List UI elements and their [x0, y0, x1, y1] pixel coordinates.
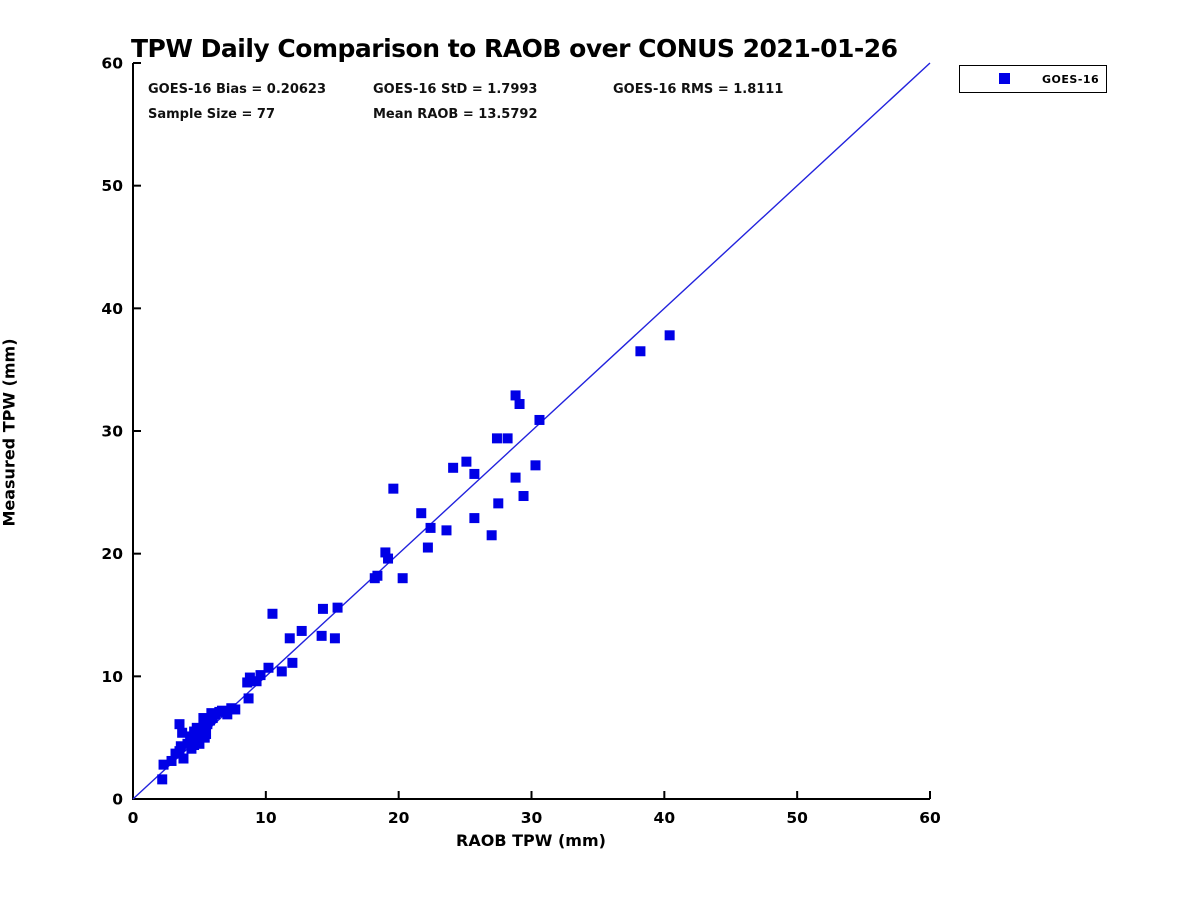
data-point — [514, 399, 525, 410]
data-point — [510, 472, 521, 483]
data-point — [244, 672, 255, 683]
data-point — [534, 414, 545, 425]
data-point — [296, 625, 307, 636]
x-tick-label: 20 — [388, 809, 410, 827]
data-point — [284, 633, 295, 644]
y-tick-label: 50 — [101, 177, 123, 195]
y-tick-label: 0 — [112, 791, 123, 809]
data-point — [372, 570, 383, 581]
x-tick-label: 40 — [654, 809, 676, 827]
data-point — [267, 608, 278, 619]
data-point — [329, 633, 340, 644]
data-point — [157, 774, 168, 785]
data-point — [635, 346, 646, 357]
legend-label: GOES-16 — [1042, 73, 1100, 86]
data-point — [251, 676, 262, 687]
data-point — [493, 498, 504, 509]
data-point — [174, 719, 185, 730]
y-axis-label: Measured TPW (mm) — [0, 338, 19, 527]
x-axis-label: RAOB TPW (mm) — [456, 831, 606, 850]
series-goes-16 — [157, 330, 675, 785]
data-point — [216, 705, 227, 716]
data-point — [469, 513, 480, 524]
y-tick-label: 40 — [101, 300, 123, 318]
data-point — [177, 727, 188, 738]
data-point — [317, 603, 328, 614]
data-point — [448, 462, 459, 473]
legend-box: GOES-16 — [959, 65, 1107, 93]
identity-line — [132, 62, 931, 800]
data-point — [198, 713, 209, 724]
stat-sample-size: Sample Size = 77 — [148, 107, 276, 122]
tick-marks — [132, 62, 931, 800]
data-point — [255, 670, 266, 681]
data-point — [486, 530, 497, 541]
data-point — [425, 522, 436, 533]
data-point — [194, 738, 205, 749]
data-point — [383, 553, 394, 564]
data-point — [491, 433, 502, 444]
data-point — [502, 433, 513, 444]
data-point — [441, 525, 452, 536]
data-point — [175, 741, 186, 752]
data-point — [187, 735, 198, 746]
data-point — [422, 542, 433, 553]
y-tick-label: 10 — [101, 668, 123, 686]
data-point — [332, 602, 343, 613]
x-tick-label: 30 — [521, 809, 543, 827]
data-point — [316, 630, 327, 641]
data-point — [263, 662, 274, 673]
stat-std: GOES-16 StD = 1.7993 — [373, 82, 538, 97]
data-point — [230, 704, 241, 715]
data-point — [380, 547, 391, 558]
tick-labels: 0 10 20 30 40 50 60 0 10 20 30 40 50 60 — [101, 55, 941, 828]
data-point — [530, 460, 541, 471]
x-tick-label: 50 — [786, 809, 808, 827]
chart-title: TPW Daily Comparison to RAOB over CONUS … — [131, 34, 898, 63]
y-tick-label: 20 — [101, 545, 123, 563]
x-tick-label: 0 — [128, 809, 139, 827]
data-point — [461, 456, 472, 467]
data-point — [166, 755, 177, 766]
data-point — [397, 573, 408, 584]
data-point — [518, 491, 529, 502]
stat-mean-raob: Mean RAOB = 13.5792 — [373, 107, 538, 122]
data-point — [201, 728, 212, 739]
data-point — [388, 483, 399, 494]
data-point — [222, 709, 233, 720]
x-tick-label: 60 — [919, 809, 941, 827]
stat-bias: GOES-16 Bias = 0.20623 — [148, 82, 327, 97]
data-point — [158, 759, 169, 770]
data-point — [469, 468, 480, 479]
x-tick-label: 10 — [255, 809, 277, 827]
data-point — [195, 725, 206, 736]
data-point — [510, 390, 521, 401]
data-point — [276, 666, 287, 677]
data-point — [664, 330, 675, 341]
data-point — [243, 693, 254, 704]
data-point — [416, 508, 427, 519]
legend-marker-icon — [999, 73, 1010, 84]
data-point — [178, 753, 189, 764]
stat-rms: GOES-16 RMS = 1.8111 — [613, 82, 784, 97]
data-point — [287, 657, 298, 668]
y-tick-label: 30 — [101, 423, 123, 441]
legend-square-icon — [999, 73, 1010, 84]
y-tick-label: 60 — [101, 55, 123, 73]
